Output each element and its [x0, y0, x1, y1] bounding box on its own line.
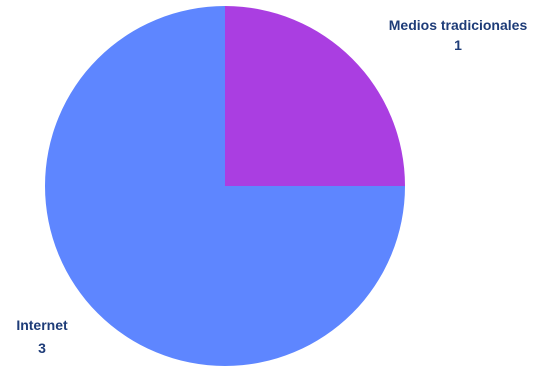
slice-label-medios-tradicionales-value: 1 [454, 37, 462, 53]
slice-label-medios-tradicionales-name: Medios tradicionales [389, 17, 528, 33]
pie-slice-medios-tradicionales [225, 6, 405, 186]
pie-slices [45, 6, 405, 366]
pie-slice-internet [45, 6, 405, 366]
slice-label-internet-value: 3 [38, 340, 46, 356]
slice-label-internet-name: Internet [16, 317, 68, 333]
